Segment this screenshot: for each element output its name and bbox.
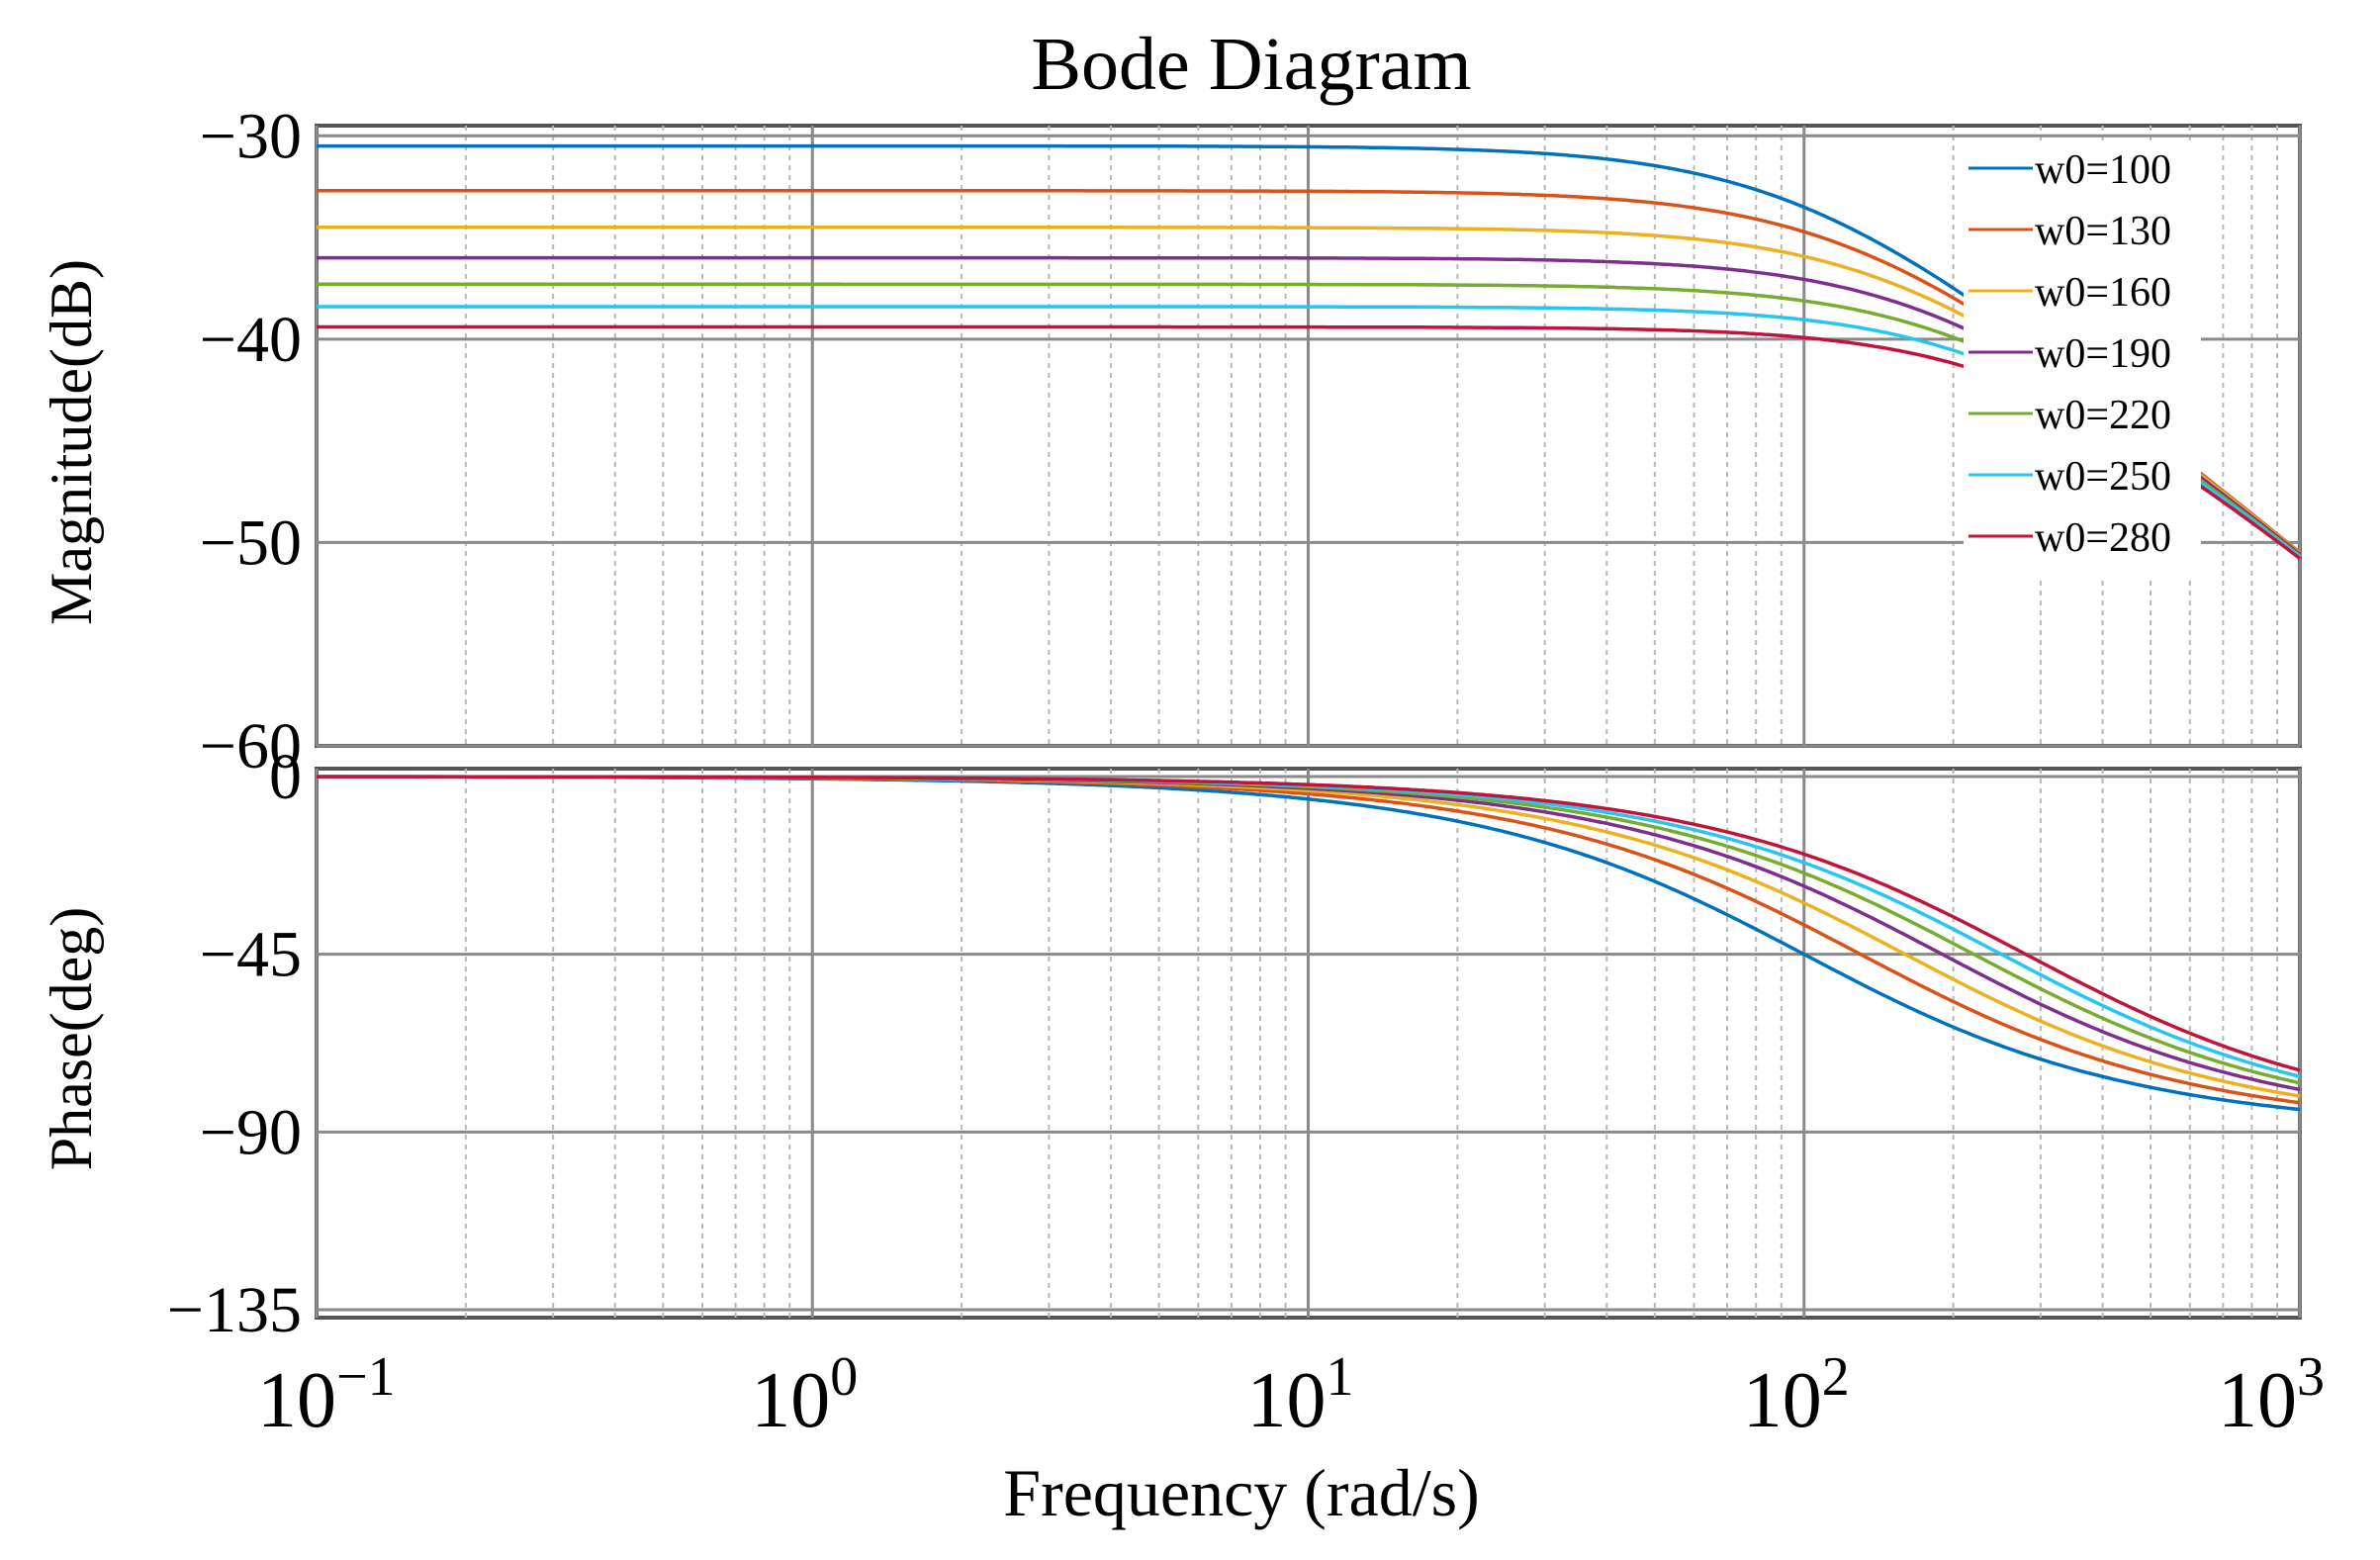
legend-label: w0=220 [2035, 393, 2171, 438]
legend-label: w0=160 [2035, 270, 2171, 316]
y-tick-label: −50 [200, 506, 302, 579]
x-tick-label: 100 [751, 1346, 858, 1444]
legend-label: w0=190 [2035, 331, 2171, 377]
phase-y-tick-labels: 0 −45 −90 −135 [167, 741, 302, 1346]
x-tick-label: 10−1 [257, 1346, 396, 1444]
phase-axis-label: Phase(deg) [39, 907, 104, 1171]
legend-label: w0=100 [2035, 147, 2171, 193]
x-tick-label: 102 [1743, 1346, 1850, 1444]
legend-label: w0=250 [2035, 454, 2171, 500]
legend-label: w0=130 [2035, 209, 2171, 254]
phase-series [317, 775, 2301, 1112]
x-tick-label: 103 [2218, 1346, 2325, 1444]
x-tick-labels: 10−1 100 101 102 103 [257, 1346, 2325, 1444]
y-tick-label: −90 [200, 1096, 302, 1168]
y-tick-label: −135 [167, 1274, 302, 1346]
y-tick-label: −30 [200, 100, 302, 172]
y-tick-label: −60 [200, 710, 302, 782]
x-tick-label: 101 [1247, 1346, 1354, 1444]
y-tick-label: −45 [200, 919, 302, 991]
legend-label: w0=280 [2035, 515, 2171, 561]
magnitude-axis-label: Magnitude(dB) [39, 259, 104, 625]
y-tick-label: −40 [200, 304, 302, 376]
phase-line-w0=280 [317, 775, 2301, 1072]
chart-title: Bode Diagram [1031, 23, 1471, 106]
legend-box [1964, 143, 2201, 579]
y-tick-label: 0 [269, 741, 302, 813]
x-axis-label: Frequency (rad/s) [1003, 1455, 1479, 1530]
legend: w0=100 w0=130 w0=160 w0=190 w0=220 w0=250 w0=2… [1968, 147, 2171, 561]
magnitude-y-tick-labels: −30 −40 −50 −60 [200, 100, 302, 782]
